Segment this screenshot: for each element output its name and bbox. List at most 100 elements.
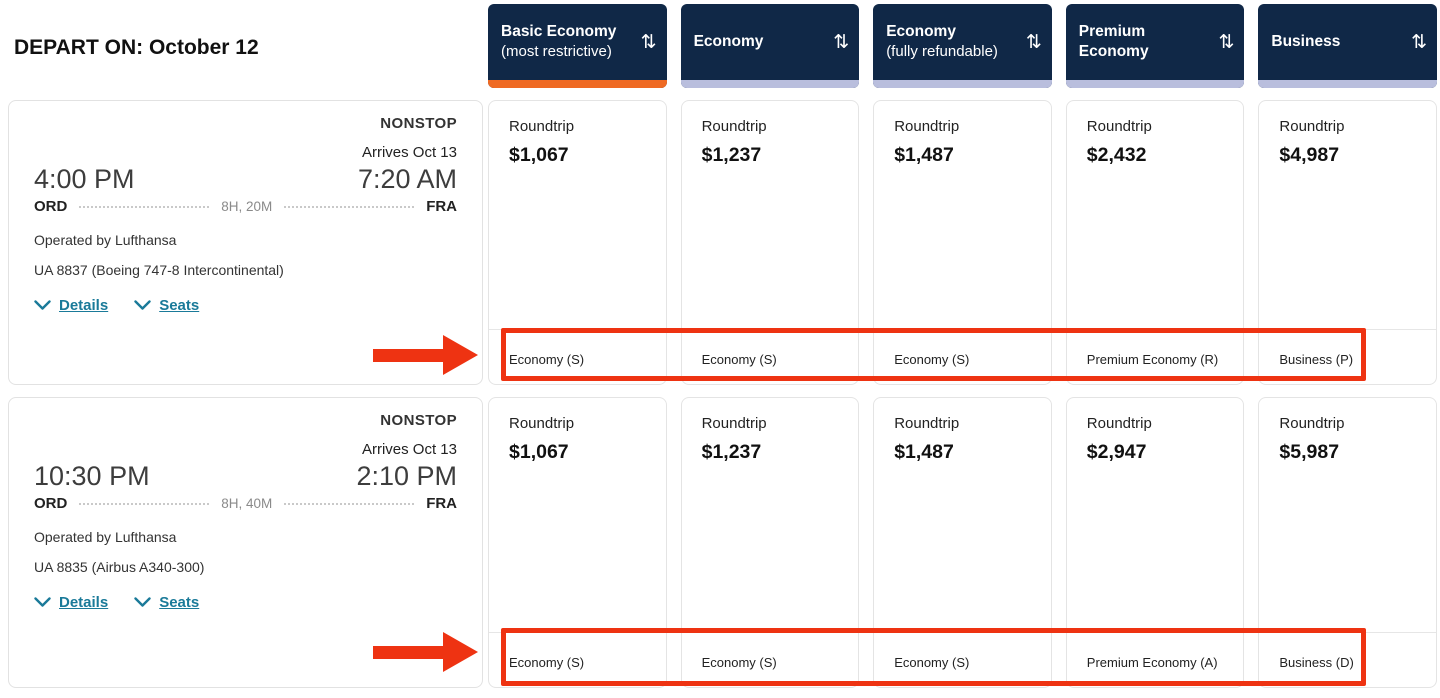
flight-card: NONSTOP Arrives Oct 13 4:00 PM 7:20 AM O… — [8, 100, 483, 385]
trip-type-label: Roundtrip — [509, 415, 575, 432]
trip-type-label: Roundtrip — [509, 118, 575, 135]
column-subtitle: (fully refundable) — [886, 43, 998, 61]
fare-class-label: Business (D) — [1279, 655, 1354, 671]
route-line — [79, 502, 210, 505]
fare-cell-economy-refundable[interactable]: Roundtrip $1,487 Economy (S) — [873, 100, 1052, 385]
trip-type-label: Roundtrip — [1086, 118, 1152, 135]
flight-card: NONSTOP Arrives Oct 13 10:30 PM 2:10 PM … — [8, 397, 483, 688]
flight-duration: 8H, 20M — [221, 199, 273, 214]
operated-by: Operated by Lufthansa — [34, 232, 177, 248]
fare-price: $2,947 — [1086, 441, 1147, 463]
seats-label: Seats — [159, 594, 200, 611]
details-button[interactable]: Details — [34, 297, 108, 314]
flight-number-aircraft: UA 8835 (Airbus A340-300) — [34, 559, 205, 575]
fare-class-label: Premium Economy (A) — [1086, 655, 1218, 671]
destination-airport: FRA — [426, 495, 458, 512]
fare-cell-economy[interactable]: Roundtrip $1,237 Economy (S) — [680, 397, 860, 688]
column-header-basic-economy[interactable]: Basic Economy (most restrictive) ⇅ — [488, 4, 667, 88]
fare-class-label: Economy (S) — [509, 352, 585, 368]
operated-by: Operated by Lufthansa — [34, 529, 177, 545]
fare-cell-economy-refundable[interactable]: Roundtrip $1,487 Economy (S) — [873, 397, 1052, 688]
destination-airport: FRA — [426, 198, 458, 215]
fare-price: $1,237 — [701, 144, 762, 166]
fare-price: $1,237 — [701, 441, 762, 463]
column-title: Economy — [693, 33, 764, 51]
chevron-down-icon — [134, 597, 151, 607]
details-button[interactable]: Details — [34, 594, 108, 611]
trip-type-label: Roundtrip — [701, 415, 767, 432]
column-accent-stripe — [1258, 80, 1437, 88]
route-line — [284, 205, 415, 208]
depart-time: 10:30 PM — [34, 461, 150, 491]
column-title: Economy — [886, 23, 956, 41]
fare-cell-business[interactable]: Roundtrip $5,987 Business (D) — [1258, 397, 1437, 688]
sort-icon[interactable]: ⇅ — [1411, 30, 1427, 53]
column-accent-stripe — [1065, 80, 1245, 88]
fare-cell-premium-economy[interactable]: Roundtrip $2,947 Premium Economy (A) — [1065, 397, 1245, 688]
fare-price: $1,487 — [894, 441, 954, 463]
fare-class-label: Economy (S) — [701, 655, 777, 671]
route-line — [79, 205, 210, 208]
trip-type-label: Roundtrip — [1086, 415, 1152, 432]
column-title: Basic Economy — [501, 23, 617, 41]
fare-cell-premium-economy[interactable]: Roundtrip $2,432 Premium Economy (R) — [1065, 100, 1245, 385]
fare-price: $1,067 — [509, 144, 569, 166]
fare-class-label: Premium Economy (R) — [1086, 352, 1219, 368]
arrive-time: 7:20 AM — [357, 164, 457, 194]
arrival-note: Arrives Oct 13 — [361, 441, 457, 458]
column-accent-stripe — [873, 80, 1052, 88]
fare-class-label: Economy (S) — [894, 655, 970, 671]
depart-label: DEPART ON: — [14, 36, 144, 59]
seats-button[interactable]: Seats — [134, 594, 199, 611]
fare-class-label: Economy (S) — [894, 352, 970, 368]
sort-icon[interactable]: ⇅ — [1218, 30, 1235, 53]
fare-class-label: Economy (S) — [701, 352, 777, 368]
details-label: Details — [59, 297, 109, 314]
fare-cell-economy[interactable]: Roundtrip $1,237 Economy (S) — [680, 100, 860, 385]
seats-label: Seats — [159, 297, 200, 314]
fare-cell-basic-economy[interactable]: Roundtrip $1,067 Economy (S) — [488, 397, 667, 688]
column-header-economy[interactable]: Economy ⇅ — [680, 4, 860, 88]
stops-label: NONSTOP — [380, 412, 457, 429]
arrival-note: Arrives Oct 13 — [361, 144, 457, 161]
flight-duration: 8H, 40M — [221, 496, 273, 511]
sort-icon[interactable]: ⇅ — [1025, 30, 1042, 53]
column-subtitle: (most restrictive) — [501, 43, 612, 61]
fare-class-label: Economy (S) — [509, 655, 585, 671]
fare-cell-business[interactable]: Roundtrip $4,987 Business (P) — [1258, 100, 1437, 385]
column-header-economy-refundable[interactable]: Economy (fully refundable) ⇅ — [873, 4, 1052, 88]
arrive-time: 2:10 PM — [356, 461, 457, 491]
trip-type-label: Roundtrip — [1279, 118, 1345, 135]
fare-row: Roundtrip $1,067 Economy (S) Roundtrip $… — [488, 397, 1437, 688]
fare-price: $1,487 — [894, 144, 954, 166]
fare-cell-basic-economy[interactable]: Roundtrip $1,067 Economy (S) — [488, 100, 667, 385]
route-line — [284, 502, 415, 505]
fare-price: $5,987 — [1279, 441, 1340, 463]
details-label: Details — [59, 594, 109, 611]
sort-icon[interactable]: ⇅ — [833, 30, 850, 53]
column-accent-stripe — [488, 80, 667, 88]
seats-button[interactable]: Seats — [134, 297, 199, 314]
trip-type-label: Roundtrip — [1279, 415, 1345, 432]
fare-class-label: Business (P) — [1279, 352, 1354, 368]
chevron-down-icon — [134, 300, 151, 310]
sort-icon[interactable]: ⇅ — [640, 30, 657, 53]
origin-airport: ORD — [34, 198, 68, 215]
column-header-business[interactable]: Business ⇅ — [1258, 4, 1437, 88]
flight-number-aircraft: UA 8837 (Boeing 747-8 Intercontinental) — [34, 262, 284, 278]
depart-date: October 12 — [148, 36, 259, 59]
chevron-down-icon — [34, 597, 51, 607]
column-title: Business — [1271, 33, 1341, 51]
trip-type-label: Roundtrip — [894, 415, 960, 432]
fare-price: $2,432 — [1086, 144, 1147, 166]
column-title: Premium Economy — [1078, 23, 1149, 60]
origin-airport: ORD — [34, 495, 68, 512]
fare-row: Roundtrip $1,067 Economy (S) Roundtrip $… — [488, 100, 1437, 385]
trip-type-label: Roundtrip — [701, 118, 767, 135]
fare-price: $1,067 — [509, 441, 569, 463]
stops-label: NONSTOP — [380, 115, 457, 132]
fare-column-headers: Basic Economy (most restrictive) ⇅ Econo… — [488, 4, 1437, 88]
column-header-premium-economy[interactable]: Premium Economy ⇅ — [1065, 4, 1245, 88]
trip-type-label: Roundtrip — [894, 118, 960, 135]
depart-time: 4:00 PM — [34, 164, 135, 194]
